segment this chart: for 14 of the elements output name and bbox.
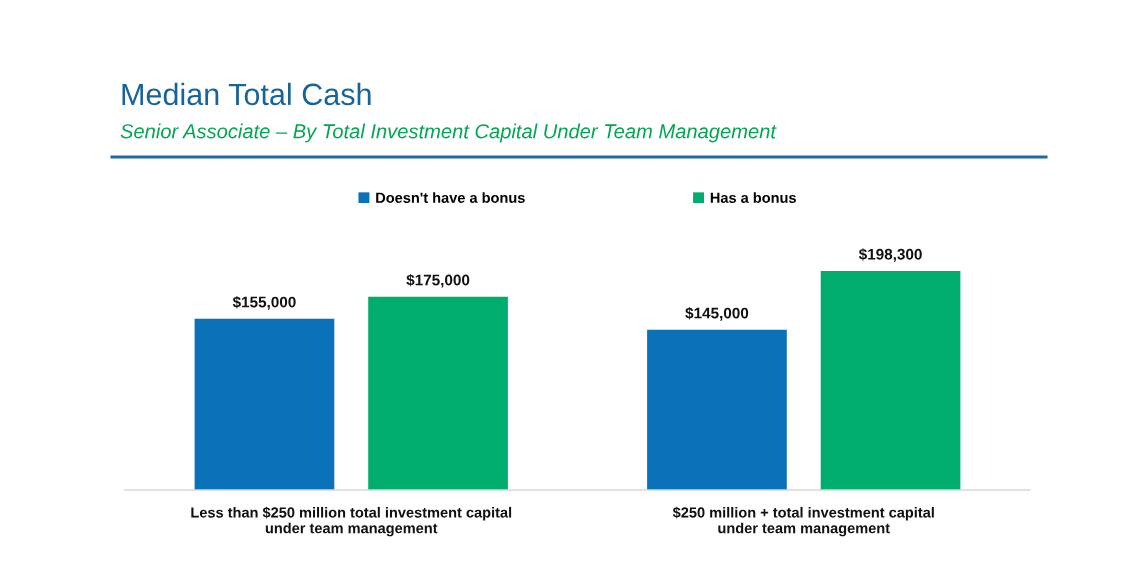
bar: [194, 318, 335, 490]
bar: [647, 329, 787, 490]
bar: [368, 296, 508, 490]
legend-label: Has a bonus: [710, 192, 796, 203]
chart-subtitle: Senior Associate – By Total Investment Capital Under Team Management: [120, 123, 777, 143]
x-tick-label: Less than $250 million total investment capital under team management: [191, 506, 512, 537]
bar: [820, 271, 961, 490]
x-tick-label: $250 million + total investment capital under team management: [672, 506, 934, 537]
legend-label: Doesn't have a bonus: [376, 192, 525, 203]
data-label: $155,000: [232, 295, 296, 310]
chart-title: Median Total Cash: [122, 82, 371, 106]
data-label: $198,300: [858, 248, 922, 262]
data-label: $145,000: [685, 307, 749, 321]
data-label: $175,000: [406, 273, 470, 288]
